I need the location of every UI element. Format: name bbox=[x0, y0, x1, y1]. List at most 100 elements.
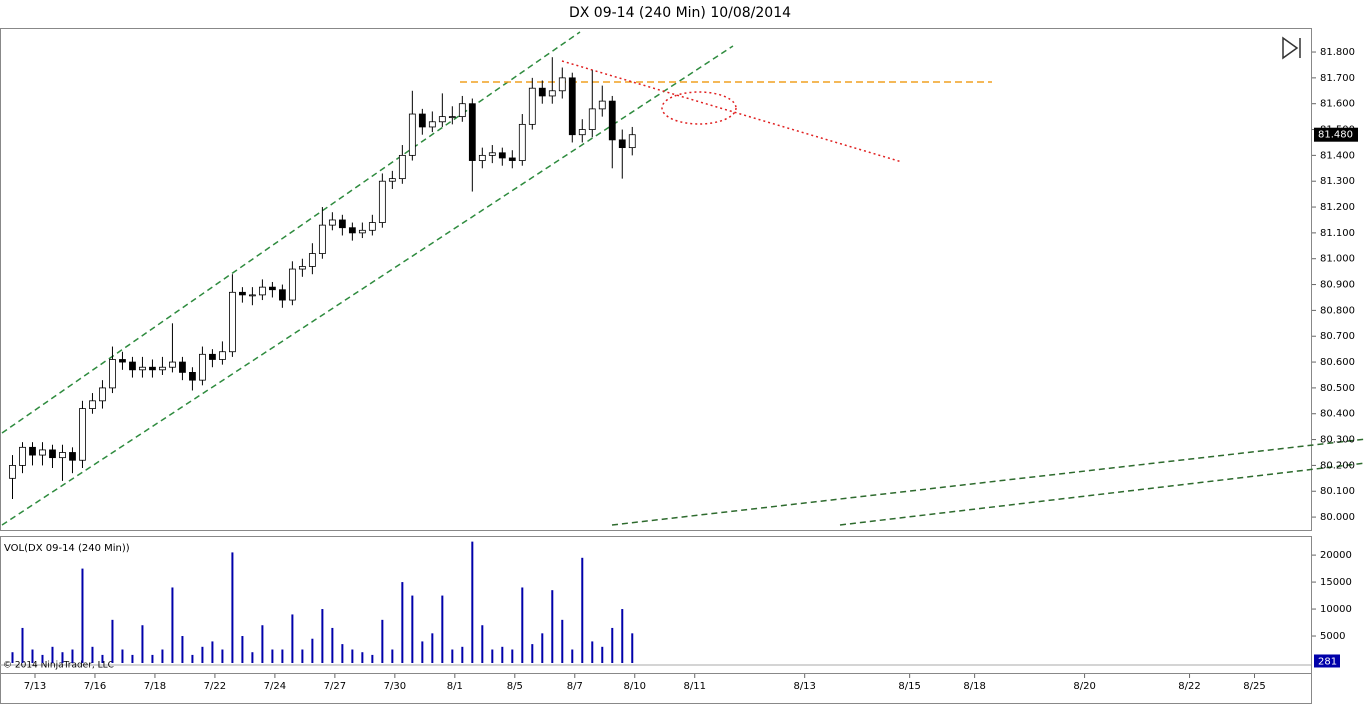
volume-bar bbox=[231, 552, 234, 663]
candle-body bbox=[538, 87, 546, 97]
volume-bar bbox=[581, 557, 584, 663]
candle-body bbox=[588, 108, 596, 130]
channel-projection bbox=[611, 438, 1366, 526]
volume-bar bbox=[141, 625, 144, 663]
candle-body bbox=[408, 113, 416, 156]
candle-body bbox=[109, 359, 116, 389]
y-tick-label: 80.100 bbox=[1320, 486, 1355, 497]
volume-bar bbox=[371, 654, 374, 663]
volume-bar bbox=[461, 646, 464, 663]
volume-bar bbox=[601, 646, 604, 663]
candle-body bbox=[508, 157, 516, 161]
play-icon[interactable] bbox=[1282, 36, 1301, 60]
volume-bar bbox=[411, 595, 414, 663]
volume-bar bbox=[31, 649, 34, 663]
candle-body bbox=[488, 152, 496, 156]
play-icon-shape[interactable] bbox=[1282, 36, 1299, 60]
volume-bar bbox=[311, 638, 314, 663]
channel-upper bbox=[1, 31, 581, 434]
y-tick-label: 80.600 bbox=[1320, 357, 1355, 368]
volume-bar bbox=[451, 649, 454, 663]
candle-body bbox=[428, 121, 436, 128]
highlight-ellipse bbox=[661, 91, 737, 125]
volume-bar bbox=[391, 649, 394, 663]
x-tick-label: 8/5 bbox=[507, 681, 523, 692]
volume-bar bbox=[321, 609, 324, 663]
last-volume-label: 281 bbox=[1318, 656, 1337, 667]
candle-body bbox=[219, 351, 226, 360]
candle-body bbox=[9, 465, 16, 479]
x-tick-label: 7/16 bbox=[84, 681, 106, 692]
candle-body bbox=[139, 366, 146, 371]
candle-body bbox=[348, 227, 356, 234]
volume-bar bbox=[51, 646, 54, 663]
volume-bar bbox=[471, 541, 474, 663]
candle-body bbox=[388, 178, 396, 182]
candle-body bbox=[478, 154, 486, 161]
candle-body bbox=[209, 353, 216, 360]
candle-body bbox=[318, 224, 326, 254]
candle-body bbox=[298, 266, 306, 270]
x-tick-label: 8/1 bbox=[447, 681, 463, 692]
x-tick-label: 7/13 bbox=[24, 681, 46, 692]
volume-bar bbox=[621, 609, 624, 663]
candle-body bbox=[628, 134, 636, 149]
volume-bar bbox=[41, 654, 44, 663]
chart-title: DX 09-14 (240 Min) 10/08/2014 bbox=[569, 5, 791, 21]
candle-body bbox=[258, 286, 266, 296]
volume-bar bbox=[441, 595, 444, 663]
x-tick-label: 8/18 bbox=[963, 681, 985, 692]
candle-body bbox=[528, 87, 536, 125]
candle-body bbox=[548, 90, 556, 97]
candle-body bbox=[448, 116, 456, 119]
x-tick-label: 8/10 bbox=[624, 681, 646, 692]
candle-body bbox=[229, 291, 236, 353]
date-axis bbox=[0, 673, 1312, 704]
last-price-tag bbox=[1314, 127, 1358, 142]
volume-bar bbox=[61, 652, 64, 663]
y-tick-label: 81.200 bbox=[1320, 202, 1355, 213]
candle-body bbox=[498, 152, 506, 159]
volume-bar bbox=[171, 587, 174, 663]
candle-body bbox=[288, 268, 296, 301]
y-tick-label: 80.700 bbox=[1320, 331, 1355, 342]
candle-body bbox=[328, 219, 336, 226]
candle-body bbox=[249, 294, 256, 297]
volume-bar bbox=[161, 649, 164, 663]
x-tick-label: 8/25 bbox=[1243, 681, 1265, 692]
volume-bar bbox=[201, 646, 204, 663]
volume-bar bbox=[81, 568, 84, 663]
volume-bar bbox=[421, 641, 424, 663]
candle-body bbox=[278, 289, 286, 301]
volume-bar bbox=[131, 654, 134, 663]
candle-body bbox=[49, 449, 56, 459]
y-tick-label: 81.100 bbox=[1320, 228, 1355, 239]
x-tick-label: 7/27 bbox=[324, 681, 346, 692]
y-tick-label: 80.300 bbox=[1320, 435, 1355, 446]
candle-body bbox=[458, 103, 466, 118]
candle-body bbox=[618, 139, 626, 149]
candle-body bbox=[518, 123, 526, 161]
volume-bar bbox=[21, 627, 24, 663]
volume-bar bbox=[291, 614, 294, 663]
x-tick-label: 7/22 bbox=[204, 681, 226, 692]
drawings bbox=[1, 31, 1366, 526]
volume-bar bbox=[281, 649, 284, 663]
candle-body bbox=[468, 103, 476, 161]
last-volume-tag bbox=[1314, 654, 1340, 668]
candle-body bbox=[19, 446, 26, 466]
candle-body bbox=[598, 100, 606, 110]
y-tick-label: 20000 bbox=[1320, 550, 1352, 561]
volume-bar bbox=[501, 646, 504, 663]
x-tick-label: 8/20 bbox=[1073, 681, 1095, 692]
y-tick-label: 81.400 bbox=[1320, 150, 1355, 161]
volume-bar bbox=[111, 619, 114, 663]
channel-lower bbox=[1, 45, 734, 526]
volume-bar bbox=[251, 652, 254, 663]
volume-bar bbox=[301, 649, 304, 663]
candle-body bbox=[89, 400, 96, 409]
volume-bar bbox=[531, 644, 534, 663]
x-tick-label: 8/22 bbox=[1178, 681, 1200, 692]
volume-bar bbox=[351, 649, 354, 663]
